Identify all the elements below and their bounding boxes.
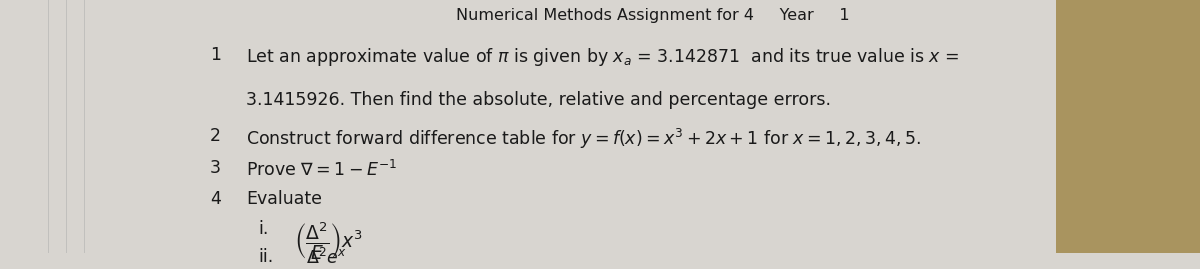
Text: 2: 2 [210,126,221,144]
FancyBboxPatch shape [1056,0,1200,253]
Text: Construct forward difference table for $y = f(x) = x^3 + 2x + 1$ for $x = 1, 2, : Construct forward difference table for $… [246,126,920,151]
Text: 1: 1 [210,45,221,63]
Text: Prove $\nabla= 1 - E^{-1}$: Prove $\nabla= 1 - E^{-1}$ [246,160,397,179]
Text: 3: 3 [210,160,221,178]
Text: i.: i. [258,220,269,238]
Text: $\Delta^2 e^x$: $\Delta^2 e^x$ [306,248,347,268]
Text: Let an approximate value of $\pi$ is given by $x_a$ = 3.142871  and its true val: Let an approximate value of $\pi$ is giv… [246,45,959,68]
Text: 3.1415926. Then find the absolute, relative and percentage errors.: 3.1415926. Then find the absolute, relat… [246,91,830,109]
Text: 4: 4 [210,190,221,208]
Text: Numerical Methods Assignment for 4     Year     1: Numerical Methods Assignment for 4 Year … [456,8,850,23]
Text: ii.: ii. [258,248,274,266]
Text: $\left(\dfrac{\Delta^2}{E}\right)x^3$: $\left(\dfrac{\Delta^2}{E}\right)x^3$ [294,220,362,261]
Text: Evaluate: Evaluate [246,190,322,208]
